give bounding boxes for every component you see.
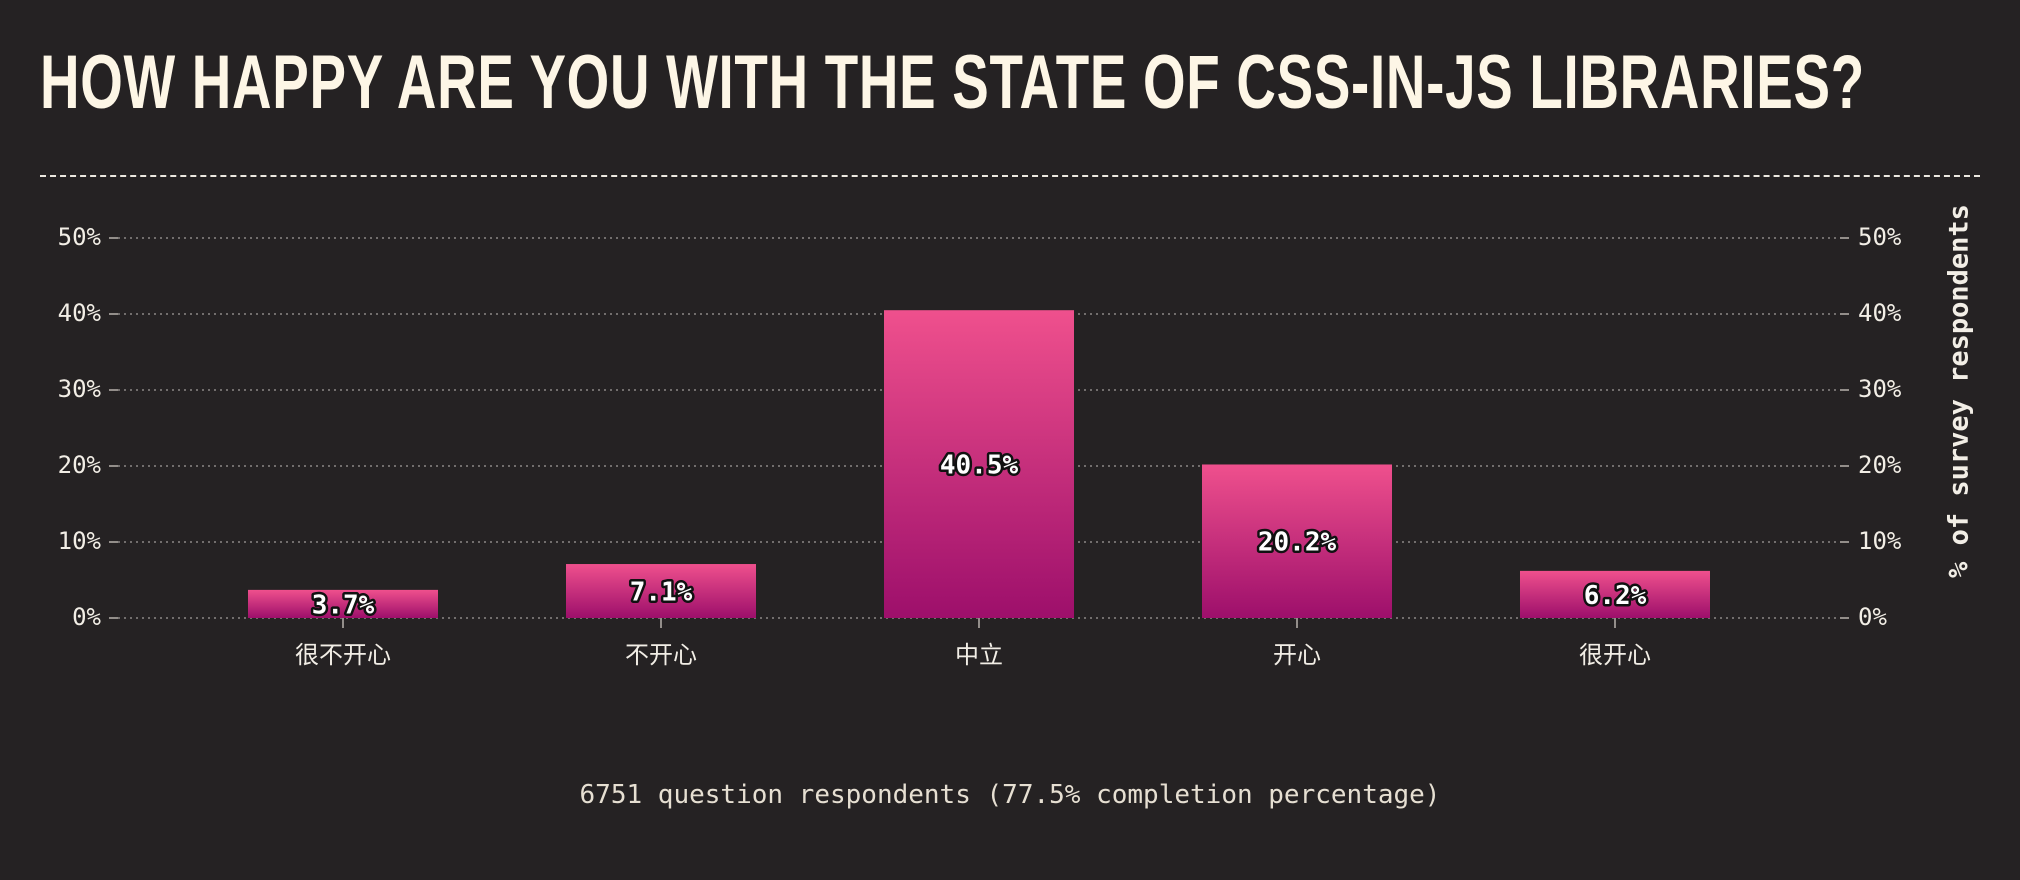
respondents-note: 6751 question respondents (77.5% complet… (579, 780, 1441, 810)
bar-value-label: 20.2% (1258, 528, 1337, 558)
x-tick-label: 不开心 (625, 641, 697, 669)
y-tick-label-right: 0% (1858, 603, 1887, 631)
right-y-axis: 0% 10% 20% 30% 40% 50% (1840, 223, 1902, 631)
y-tick-label-right: 20% (1858, 451, 1902, 479)
y-tick-label-right: 30% (1858, 375, 1902, 403)
bar-value-label: 6.2% (1584, 581, 1647, 611)
y-tick-label-right: 40% (1858, 299, 1902, 327)
bar-value-label: 3.7% (312, 590, 375, 620)
bars: 3.7% 7.1% 40.5% 20.2% 6.2% (248, 310, 1710, 623)
x-axis: 很不开心 不开心 中立 开心 很开心 (295, 618, 1651, 669)
x-tick-label: 很开心 (1579, 641, 1651, 669)
y-tick-label-left: 10% (58, 527, 102, 555)
y-tick-label-right: 50% (1858, 223, 1902, 251)
bar (248, 589, 438, 618)
y-tick-label-right: 10% (1858, 527, 1902, 555)
bar-value-label: 7.1% (630, 578, 693, 608)
bar (884, 310, 1074, 618)
bar (566, 564, 756, 618)
bar-value-label: 40.5% (940, 451, 1019, 481)
y-axis-label: % of survey respondents (1944, 204, 1975, 578)
y-tick-label-left: 0% (72, 603, 101, 631)
y-tick-label-left: 30% (58, 375, 102, 403)
x-tick-label: 很不开心 (295, 641, 391, 669)
y-tick-label-left: 50% (58, 223, 102, 251)
left-y-axis: 0% 10% 20% 30% 40% 50% (58, 223, 118, 631)
y-tick-label-left: 40% (58, 299, 102, 327)
chart-title: HOW HAPPY ARE YOU WITH THE STATE OF CSS-… (40, 40, 1865, 125)
bar (1202, 464, 1392, 618)
x-tick-label: 开心 (1273, 641, 1321, 669)
x-tick-label: 中立 (955, 641, 1003, 669)
bar (1520, 570, 1710, 618)
title-divider (40, 175, 1980, 177)
y-tick-label-left: 20% (58, 451, 102, 479)
